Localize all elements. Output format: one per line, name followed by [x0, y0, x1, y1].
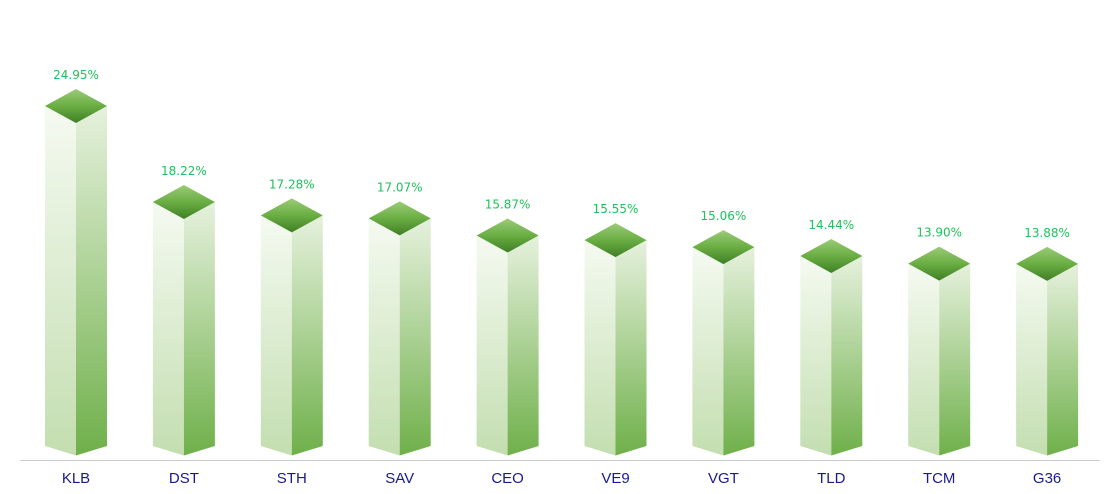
bar-right-face: [183, 202, 215, 456]
value-label: 24.95%: [53, 68, 99, 82]
bar-right-face: [399, 218, 431, 456]
bar-left-face: [368, 218, 400, 456]
category-label: CEO: [491, 470, 524, 487]
bar-left-face: [908, 263, 940, 456]
bar-dst: 18.22% DST: [152, 164, 215, 487]
bar-right-face: [291, 215, 323, 456]
bar-klb: 24.95% KLB: [45, 68, 107, 487]
bar-top-face: [692, 230, 755, 265]
value-label: 17.28%: [269, 177, 315, 191]
category-label: KLB: [62, 470, 90, 487]
bar-left-face: [1016, 263, 1048, 456]
bar-right-face: [939, 263, 971, 456]
value-label: 18.22%: [161, 164, 207, 178]
value-label: 15.87%: [485, 198, 531, 212]
value-label: 15.06%: [701, 209, 747, 223]
value-label: 17.07%: [377, 180, 423, 194]
category-label: STH: [277, 470, 307, 487]
category-label: TCM: [923, 470, 956, 487]
bar-right-face: [831, 255, 863, 456]
bar-left-face: [692, 247, 724, 456]
category-label: DST: [169, 470, 199, 487]
bar-ve9: 15.55% VE9: [584, 202, 647, 487]
bar-top-face: [476, 218, 539, 253]
category-label: G36: [1033, 470, 1061, 487]
bar-right-face: [76, 105, 107, 456]
bar-top-face: [584, 223, 647, 258]
bar-left-face: [584, 240, 616, 456]
bar-sav: 17.07% SAV: [368, 180, 431, 487]
bar-right-face: [615, 240, 647, 456]
bar-left-face: [45, 105, 76, 456]
bar-right-face: [1047, 263, 1079, 456]
bar-left-face: [260, 215, 292, 456]
bar-top-face: [368, 201, 431, 236]
value-label: 13.88%: [1024, 226, 1070, 240]
category-label: SAV: [385, 470, 414, 487]
bar-top-face: [152, 185, 215, 220]
bar-vgt: 15.06% VGT: [692, 209, 755, 487]
bar-sth: 17.28% STH: [260, 177, 323, 487]
bar-g36: 13.88% G36: [1016, 226, 1079, 487]
bar-tld: 14.44% TLD: [800, 218, 863, 487]
value-label: 15.55%: [593, 202, 639, 216]
value-label: 13.90%: [916, 226, 962, 240]
category-label: VE9: [601, 470, 629, 487]
bar-top-face: [908, 246, 971, 281]
bar-top-face: [260, 198, 323, 233]
bar-right-face: [723, 247, 755, 456]
bar-right-face: [507, 235, 539, 456]
category-label: VGT: [708, 470, 739, 487]
bar-tcm: 13.90% TCM: [908, 226, 971, 487]
bar-top-face: [45, 88, 107, 123]
bar-left-face: [800, 255, 832, 456]
bar-left-face: [476, 235, 508, 456]
value-label: 14.44%: [808, 218, 854, 232]
bar-top-face: [800, 238, 863, 273]
bar-left-face: [152, 202, 184, 456]
category-label: TLD: [817, 470, 846, 487]
bar-top-face: [1016, 246, 1079, 281]
bar-ceo: 15.87% CEO: [476, 198, 539, 487]
